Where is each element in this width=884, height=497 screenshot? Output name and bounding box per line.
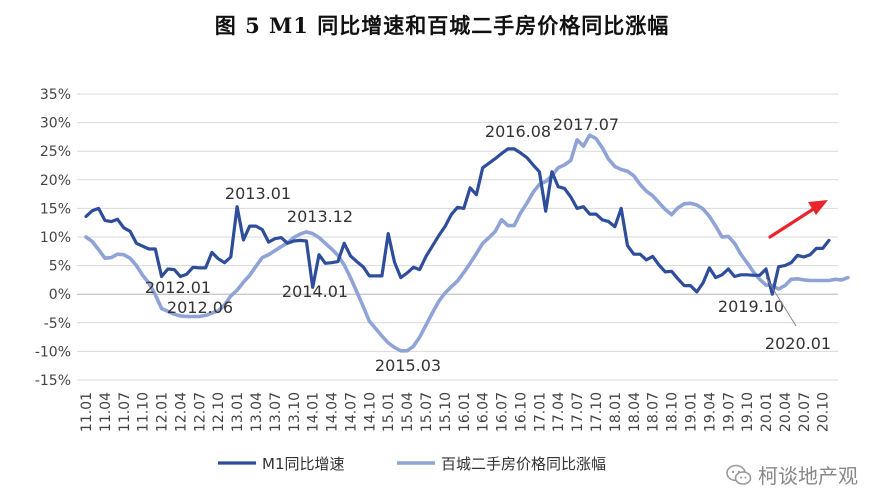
x-tick-label: 20.04	[778, 392, 794, 432]
gridlines	[77, 93, 838, 381]
y-tick-label: -5%	[44, 316, 71, 332]
annotation-label: 2019.10	[718, 297, 784, 316]
x-tick-label: 11.04	[98, 392, 114, 432]
x-axis: 11.01 11.04 11.07 11.10 12.01 12.04 12.07 12.10…	[79, 392, 832, 432]
x-tick-label: 16.04	[476, 392, 492, 432]
arrow-shaft	[768, 206, 817, 239]
x-tick-label: 15.01	[381, 392, 397, 432]
watermark: 柯谈地产观	[726, 460, 858, 489]
series-line-house-price	[84, 133, 850, 353]
x-tick-label: 18.10	[665, 392, 681, 432]
arrow-head	[808, 200, 828, 215]
annotation-leader	[765, 277, 797, 327]
legend-label: 百城二手房价格同比涨幅	[441, 455, 606, 473]
x-tick-label: 13.01	[230, 392, 246, 432]
annotation-label: 2016.08	[485, 122, 551, 141]
x-tick-label: 12.04	[173, 392, 189, 432]
x-tick-label: 13.04	[249, 392, 265, 432]
x-tick-label: 14.07	[343, 392, 359, 432]
x-tick-label: 20.01	[759, 392, 775, 432]
x-tick-label: 19.01	[683, 392, 699, 432]
annotation-label: 2020.01	[765, 334, 831, 353]
x-tick-label: 15.07	[419, 392, 435, 432]
annotation-label: 2017.07	[553, 115, 619, 134]
x-tick-label: 17.07	[570, 392, 586, 432]
x-tick-label: 14.10	[362, 392, 378, 432]
y-tick-label: 30%	[40, 116, 71, 132]
x-tick-label: 18.07	[646, 392, 662, 432]
x-tick-label: 13.07	[268, 392, 284, 432]
x-tick-label: 18.04	[627, 392, 643, 432]
x-tick-label: 16.10	[513, 392, 529, 432]
y-tick-label: -10%	[35, 344, 71, 360]
wechat-icon	[726, 464, 752, 485]
x-tick-label: 19.07	[721, 392, 737, 432]
y-tick-label: 15%	[40, 201, 71, 217]
chart-title: 图 5 M1 同比增速和百城二手房价格同比涨幅	[214, 13, 670, 38]
x-tick-label: 11.10	[136, 392, 152, 432]
x-tick-label: 19.10	[740, 392, 756, 432]
annotation-label: 2012.06	[167, 298, 233, 317]
y-tick-label: -15%	[35, 373, 71, 389]
y-tick-label: 5%	[49, 259, 71, 275]
x-tick-label: 19.04	[702, 392, 718, 432]
y-tick-label: 0%	[49, 287, 71, 303]
x-tick-label: 20.07	[797, 392, 813, 432]
trend-arrow	[768, 200, 828, 239]
series-lines	[84, 133, 850, 353]
annotation-label: 2013.01	[225, 184, 291, 203]
y-tick-label: 25%	[40, 144, 71, 160]
x-tick-label: 17.10	[589, 392, 605, 432]
x-tick-label: 18.01	[608, 392, 624, 432]
x-tick-label: 11.07	[117, 392, 133, 432]
x-tick-label: 20.10	[816, 392, 832, 432]
x-tick-label: 15.04	[400, 392, 416, 432]
x-tick-label: 15.10	[438, 392, 454, 432]
x-tick-label: 12.01	[155, 392, 171, 432]
x-tick-label: 12.07	[192, 392, 208, 432]
x-tick-label: 14.04	[325, 392, 341, 432]
x-tick-label: 16.07	[495, 392, 511, 432]
watermark-text: 柯谈地产观	[758, 464, 858, 488]
x-tick-label: 12.10	[211, 392, 227, 432]
legend-label: M1同比增速	[262, 455, 345, 473]
x-tick-label: 17.04	[551, 392, 567, 432]
y-axis: 35% 30% 25% 20% 15% 10% 5% 0% -5% -10% -15%	[35, 87, 71, 389]
x-tick-label: 13.10	[287, 392, 303, 432]
legend: M1同比增速 百城二手房价格同比涨幅	[218, 455, 606, 473]
annotation-label: 2013.12	[287, 207, 353, 226]
series-line-m1	[84, 147, 831, 296]
annotation-label: 2014.01	[282, 282, 348, 301]
annotation-label: 2012.01	[145, 278, 211, 297]
y-tick-label: 10%	[40, 230, 71, 246]
annotation-label: 2015.03	[375, 356, 441, 375]
y-tick-label: 20%	[40, 173, 71, 189]
y-tick-label: 35%	[40, 87, 71, 103]
x-tick-label: 17.01	[532, 392, 548, 432]
x-tick-label: 11.01	[79, 392, 95, 432]
x-tick-label: 16.01	[457, 392, 473, 432]
x-tick-label: 14.01	[306, 392, 322, 432]
